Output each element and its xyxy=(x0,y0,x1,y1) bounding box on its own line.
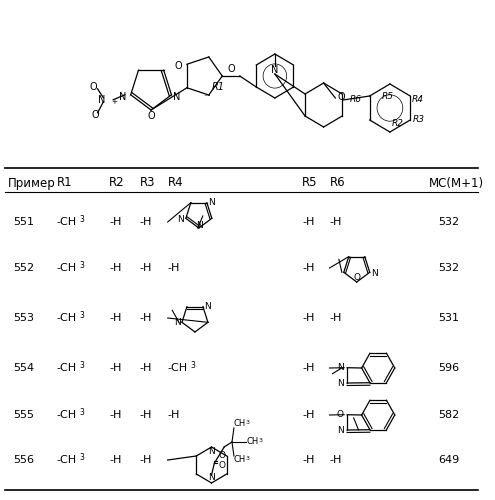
Text: R6: R6 xyxy=(330,176,345,190)
Text: 582: 582 xyxy=(438,410,459,420)
Text: 552: 552 xyxy=(13,263,34,273)
Text: 3: 3 xyxy=(246,456,249,460)
Text: -H: -H xyxy=(302,455,314,465)
Text: МС(М+1): МС(М+1) xyxy=(429,176,484,190)
Text: N: N xyxy=(177,215,183,224)
Text: N: N xyxy=(371,269,378,278)
Text: -CH: -CH xyxy=(56,263,77,273)
Text: -H: -H xyxy=(168,410,180,420)
Text: 3: 3 xyxy=(79,311,84,320)
Text: O: O xyxy=(353,274,360,282)
Text: -H: -H xyxy=(109,313,122,323)
Text: 532: 532 xyxy=(438,263,459,273)
Text: O: O xyxy=(174,61,182,71)
Text: 3: 3 xyxy=(246,420,249,424)
Text: R5: R5 xyxy=(302,176,318,190)
Text: R4: R4 xyxy=(168,176,183,190)
Text: -H: -H xyxy=(109,263,122,273)
Text: N: N xyxy=(337,426,344,434)
Text: 3: 3 xyxy=(190,361,195,370)
Text: -H: -H xyxy=(140,363,152,373)
Text: 3: 3 xyxy=(79,453,84,462)
Text: CH: CH xyxy=(234,456,246,464)
Text: N: N xyxy=(119,92,127,102)
Text: -H: -H xyxy=(302,217,314,227)
Text: R2: R2 xyxy=(392,120,404,128)
Text: 3: 3 xyxy=(79,261,84,270)
Text: CH: CH xyxy=(247,438,259,446)
Text: 532: 532 xyxy=(438,217,459,227)
Text: -H: -H xyxy=(302,410,314,420)
Text: 3: 3 xyxy=(79,361,84,370)
Text: -H: -H xyxy=(140,313,152,323)
Text: 554: 554 xyxy=(13,363,34,373)
Text: -CH: -CH xyxy=(56,455,77,465)
Text: O: O xyxy=(337,92,345,102)
Text: -CH: -CH xyxy=(56,217,77,227)
Text: -H: -H xyxy=(330,217,342,227)
Text: -H: -H xyxy=(330,455,342,465)
Text: 551: 551 xyxy=(13,217,34,227)
Text: 553: 553 xyxy=(13,313,34,323)
Text: O: O xyxy=(148,111,155,121)
Text: O: O xyxy=(337,410,344,419)
Text: 3: 3 xyxy=(79,215,84,224)
Text: -CH: -CH xyxy=(56,313,77,323)
Text: -CH: -CH xyxy=(56,363,77,373)
Text: 649: 649 xyxy=(438,455,459,465)
Text: O: O xyxy=(90,82,98,92)
Text: -CH: -CH xyxy=(168,363,188,373)
Text: -H: -H xyxy=(109,363,122,373)
Text: R1: R1 xyxy=(56,176,72,190)
Text: O: O xyxy=(227,64,235,74)
Text: -H: -H xyxy=(109,217,122,227)
Text: N: N xyxy=(174,318,181,327)
Text: -H: -H xyxy=(140,217,152,227)
Text: 556: 556 xyxy=(13,455,34,465)
Text: N: N xyxy=(204,302,211,311)
Text: N: N xyxy=(208,198,215,207)
Text: 531: 531 xyxy=(438,313,459,323)
Text: N: N xyxy=(337,363,344,372)
Text: +: + xyxy=(111,99,117,105)
Text: R1: R1 xyxy=(212,82,225,92)
Text: N: N xyxy=(173,92,180,102)
Text: N: N xyxy=(208,474,215,482)
Text: ···: ··· xyxy=(203,92,211,102)
Text: -CH: -CH xyxy=(56,410,77,420)
Text: -H: -H xyxy=(140,263,152,273)
Text: R6: R6 xyxy=(350,94,362,104)
Text: O: O xyxy=(92,110,99,120)
Text: -H: -H xyxy=(140,410,152,420)
Text: R3: R3 xyxy=(140,176,155,190)
Text: R5: R5 xyxy=(382,92,394,101)
Text: -H: -H xyxy=(302,263,314,273)
Text: R2: R2 xyxy=(109,176,125,190)
Text: O: O xyxy=(218,450,225,460)
Text: 596: 596 xyxy=(438,363,459,373)
Text: Пример: Пример xyxy=(8,176,55,190)
Text: O: O xyxy=(218,462,225,470)
Text: -H: -H xyxy=(330,313,342,323)
Text: N: N xyxy=(271,65,279,75)
Text: N: N xyxy=(98,95,105,105)
Text: 3: 3 xyxy=(258,438,262,442)
Text: CH: CH xyxy=(234,420,246,428)
Text: R4: R4 xyxy=(412,94,424,104)
Text: -H: -H xyxy=(168,263,180,273)
Text: 3: 3 xyxy=(79,408,84,417)
Text: -H: -H xyxy=(109,455,122,465)
Text: 555: 555 xyxy=(13,410,34,420)
Text: -H: -H xyxy=(302,313,314,323)
Text: N: N xyxy=(208,448,215,456)
Text: -H: -H xyxy=(302,363,314,373)
Text: N: N xyxy=(197,220,203,230)
Text: -H: -H xyxy=(109,410,122,420)
Text: -H: -H xyxy=(140,455,152,465)
Text: R3: R3 xyxy=(413,116,425,124)
Text: N: N xyxy=(337,378,344,388)
